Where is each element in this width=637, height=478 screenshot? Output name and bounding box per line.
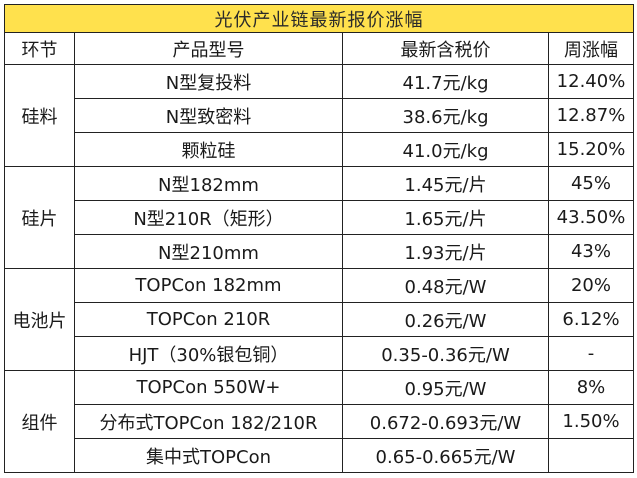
table-title: 光伏产业链最新报价涨幅 xyxy=(4,4,634,33)
price-cell: 0.48元/W xyxy=(342,268,549,303)
product-cell: 分布式TOPCon 182/210R xyxy=(74,404,343,439)
change-cell: 20% xyxy=(548,268,634,303)
price-table: 光伏产业链最新报价涨幅 环节 产品型号 最新含税价 周涨幅 硅料 N型复投料 4… xyxy=(4,4,634,473)
table-row: TOPCon 210R 0.26元/W 6.12% xyxy=(5,302,634,337)
segment-cell: 组件 xyxy=(4,370,75,473)
header-row: 环节 产品型号 最新含税价 周涨幅 xyxy=(4,32,634,65)
change-cell xyxy=(548,438,634,473)
product-cell: TOPCon 550W+ xyxy=(74,370,343,405)
price-table-sheet: 光伏产业链最新报价涨幅 环节 产品型号 最新含税价 周涨幅 硅料 N型复投料 4… xyxy=(4,4,634,474)
table-row: 颗粒硅 41.0元/kg 15.20% xyxy=(5,132,634,167)
table-row: N型致密料 38.6元/kg 12.87% xyxy=(5,98,634,133)
change-cell: 6.12% xyxy=(548,302,634,337)
change-cell: 43% xyxy=(548,234,634,269)
product-cell: N型182mm xyxy=(74,166,343,201)
table-row: 分布式TOPCon 182/210R 0.672-0.693元/W 1.50% xyxy=(5,404,634,439)
change-cell: 15.20% xyxy=(548,132,634,167)
change-cell: 1.50% xyxy=(548,404,634,439)
change-cell: 43.50% xyxy=(548,200,634,235)
title-row: 光伏产业链最新报价涨幅 xyxy=(4,4,634,33)
segment-cell: 硅料 xyxy=(4,64,75,167)
table-row: 硅片 N型182mm 1.45元/片 45% xyxy=(4,166,634,269)
change-cell: - xyxy=(548,336,634,371)
table-row: 组件 TOPCon 550W+ 0.95元/W 8% xyxy=(4,370,634,473)
header-product: 产品型号 xyxy=(74,32,343,65)
segment-cell: 电池片 xyxy=(4,268,75,371)
table-row: N型210mm 1.93元/片 43% xyxy=(5,234,634,269)
table-row: 硅料 N型复投料 41.7元/kg 12.40% xyxy=(4,64,634,167)
table-row: 电池片 TOPCon 182mm 0.48元/W 20% xyxy=(4,268,634,371)
header-segment: 环节 xyxy=(4,32,75,65)
product-cell: 集中式TOPCon xyxy=(74,438,343,473)
header-change: 周涨幅 xyxy=(548,32,634,65)
table-row: 集中式TOPCon 0.65-0.665元/W xyxy=(5,438,634,473)
product-cell: TOPCon 210R xyxy=(74,302,343,337)
product-cell: N型复投料 xyxy=(74,64,343,99)
price-cell: 0.672-0.693元/W xyxy=(342,404,549,439)
price-cell: 0.95元/W xyxy=(342,370,549,405)
price-cell: 0.65-0.665元/W xyxy=(342,438,549,473)
change-cell: 12.40% xyxy=(548,64,634,99)
header-price: 最新含税价 xyxy=(342,32,549,65)
product-cell: N型致密料 xyxy=(74,98,343,133)
table-row: N型210R（矩形） 1.65元/片 43.50% xyxy=(5,200,634,235)
product-cell: N型210R（矩形） xyxy=(74,200,343,235)
price-cell: 41.7元/kg xyxy=(342,64,549,99)
price-cell: 41.0元/kg xyxy=(342,132,549,167)
price-cell: 1.93元/片 xyxy=(342,234,549,269)
product-cell: HJT（30%银包铜） xyxy=(74,336,343,371)
table-row: HJT（30%银包铜） 0.35-0.36元/W - xyxy=(5,336,634,371)
product-cell: TOPCon 182mm xyxy=(74,268,343,303)
price-cell: 1.65元/片 xyxy=(342,200,549,235)
change-cell: 12.87% xyxy=(548,98,634,133)
price-cell: 0.26元/W xyxy=(342,302,549,337)
price-cell: 0.35-0.36元/W xyxy=(342,336,549,371)
segment-cell: 硅片 xyxy=(4,166,75,269)
price-cell: 38.6元/kg xyxy=(342,98,549,133)
product-cell: 颗粒硅 xyxy=(74,132,343,167)
change-cell: 45% xyxy=(548,166,634,201)
product-cell: N型210mm xyxy=(74,234,343,269)
price-cell: 1.45元/片 xyxy=(342,166,549,201)
change-cell: 8% xyxy=(548,370,634,405)
